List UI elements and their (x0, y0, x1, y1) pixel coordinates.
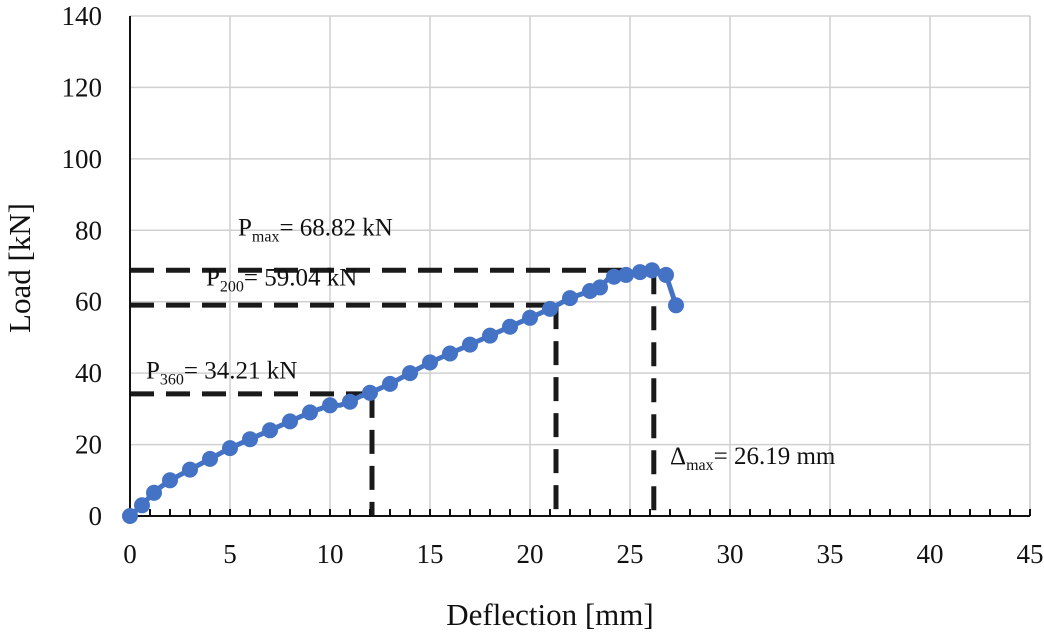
data-point (658, 266, 674, 283)
x-tick-label: 25 (617, 539, 644, 569)
data-point (402, 365, 418, 382)
data-point (262, 422, 278, 439)
data-point (668, 297, 684, 314)
data-point (146, 484, 162, 501)
data-point (562, 290, 578, 307)
data-point (422, 354, 438, 371)
x-tick-label: 15 (417, 539, 444, 569)
axes: 0 5 10 15 20 25 30 35 40 45 0 20 40 60 80 100 120 140 (62, 1, 1044, 569)
y-tick-label: 80 (75, 215, 102, 245)
data-point (618, 266, 634, 283)
data-point (462, 336, 478, 353)
annotation-label: Δmax= 26.19 mm (670, 443, 836, 474)
y-tick-label: 40 (75, 358, 102, 388)
data-point (122, 508, 138, 524)
data-point (522, 309, 538, 326)
data-point (482, 327, 498, 344)
y-tick-label: 20 (75, 430, 102, 460)
x-tick-label: 0 (123, 539, 137, 569)
data-point (362, 384, 378, 401)
data-point (182, 461, 198, 478)
y-axis-title: Load [kN] (2, 203, 37, 333)
data-point (222, 440, 238, 457)
data-point (644, 262, 660, 279)
x-tick-label: 45 (1017, 539, 1044, 569)
x-tick-label: 5 (223, 539, 237, 569)
data-point (342, 393, 358, 410)
data-point (382, 375, 398, 392)
x-tick-label: 30 (717, 539, 744, 569)
data-point (606, 268, 622, 285)
data-point (302, 404, 318, 421)
data-point (632, 264, 648, 281)
x-tick-label: 40 (917, 539, 944, 569)
y-tick-label: 0 (89, 501, 103, 531)
data-point (502, 318, 518, 335)
x-axis-title: Deflection [mm] (446, 597, 653, 632)
x-tick-label: 20 (517, 539, 544, 569)
y-tick-label: 60 (75, 287, 102, 317)
data-point (282, 413, 298, 430)
y-tick-label: 120 (62, 72, 103, 102)
data-point (592, 279, 608, 296)
annotations: Pmax= 68.82 kN P200= 59.04 kN P360= 34.21 … (146, 215, 836, 475)
data-point (134, 497, 150, 514)
data-point (442, 345, 458, 362)
annotation-label: P360= 34.21 kN (146, 358, 297, 389)
x-tick-label: 35 (817, 539, 844, 569)
annotation-label: Pmax= 68.82 kN (238, 215, 393, 246)
data-point (242, 431, 258, 448)
data-point (322, 397, 338, 414)
grid-lines (130, 15, 1031, 516)
reference-lines (130, 267, 657, 516)
y-tick-label: 100 (62, 144, 103, 174)
data-point (162, 472, 178, 489)
annotation-label: P200= 59.04 kN (206, 265, 357, 296)
x-tick-label: 10 (317, 539, 344, 569)
y-tick-label: 140 (62, 1, 103, 31)
data-point (202, 450, 218, 467)
series-layer (122, 262, 684, 524)
data-point (542, 300, 558, 317)
